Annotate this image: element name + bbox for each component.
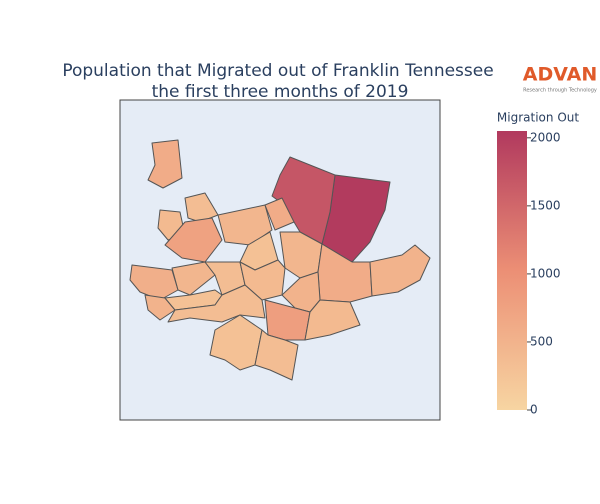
colorbar-tick-label: 1000 — [530, 266, 561, 280]
chart-title: Population that Migrated out of Franklin… — [62, 61, 493, 81]
region — [264, 197, 295, 231]
region — [271, 156, 336, 245]
region — [171, 261, 216, 296]
regions — [129, 139, 431, 381]
region — [147, 139, 183, 189]
region — [167, 284, 266, 323]
colorbar-tick-label: 2000 — [530, 130, 561, 144]
colorbar — [497, 131, 527, 410]
logo-tagline: Research through Technology — [523, 88, 597, 94]
colorbar-tick-label: 500 — [530, 334, 553, 348]
colorbar-tick-label: 0 — [530, 403, 538, 417]
colorbar-title: Migration Out — [497, 111, 579, 125]
region — [369, 244, 431, 297]
logo-name: ADVAN — [523, 64, 598, 86]
colorbar-tick-label: 1500 — [530, 198, 561, 212]
region — [304, 299, 361, 341]
region — [209, 314, 263, 371]
chart-subtitle: the first three months of 2019 — [152, 82, 409, 102]
region — [254, 329, 299, 381]
